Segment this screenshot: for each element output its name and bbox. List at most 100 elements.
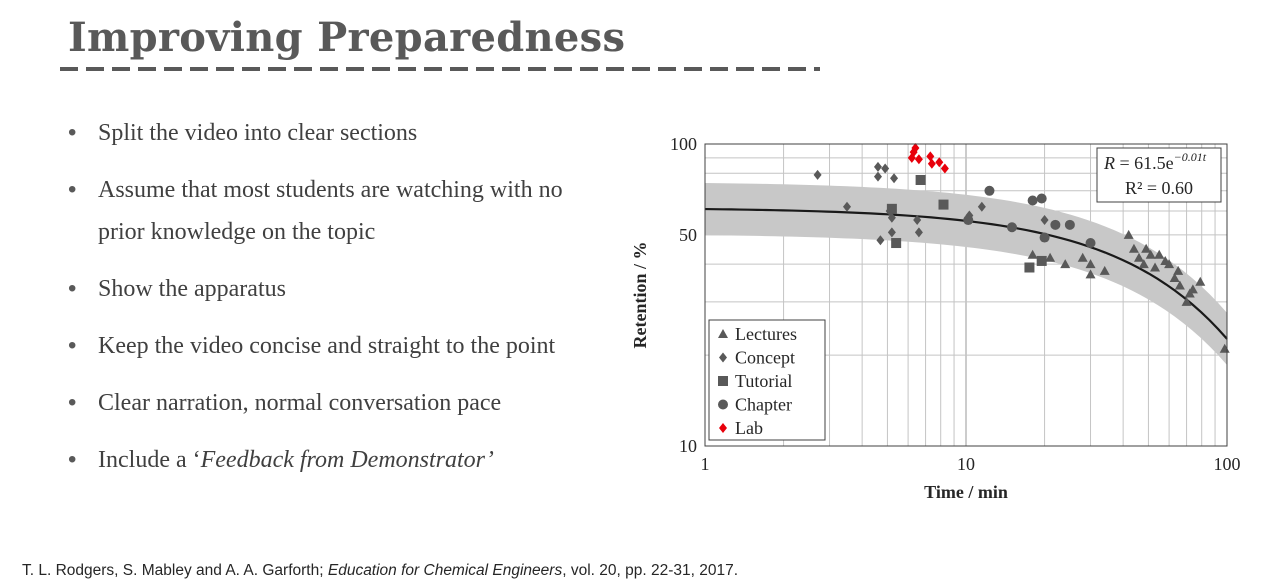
point-concept: [887, 212, 896, 223]
point-lectures: [1154, 249, 1165, 259]
bullet-list: Split the video into clear sections Assu…: [68, 112, 608, 496]
point-lectures: [1150, 262, 1161, 272]
bullet-item: Keep the video concise and straight to t…: [68, 325, 608, 367]
point-chapter: [1050, 219, 1061, 230]
x-tick-label: 10: [957, 454, 975, 474]
y-axis-label: Retention / %: [630, 242, 650, 349]
bullet-text: Split the video into clear sections: [98, 120, 418, 146]
legend-marker-concept: [719, 352, 727, 363]
point-lab: [935, 157, 944, 168]
point-tutorial: [938, 199, 949, 210]
point-lectures: [1060, 259, 1071, 269]
bullet-text: Clear narration, normal conversation pac…: [98, 390, 502, 416]
fit-r-squared: R² = 0.60: [1125, 178, 1193, 198]
point-lab: [911, 142, 920, 153]
legend-label: Tutorial: [735, 371, 792, 391]
confidence-band: [705, 182, 1227, 365]
citation: T. L. Rodgers, S. Mabley and A. A. Garfo…: [22, 562, 738, 580]
legend-frame: [708, 319, 826, 441]
point-lectures: [1099, 265, 1110, 275]
point-lectures: [1133, 252, 1144, 262]
fit-equation-exponent: −0.01t: [1174, 150, 1207, 164]
point-concept: [873, 161, 882, 172]
point-lectures: [1027, 249, 1038, 259]
point-chapter: [1006, 222, 1017, 233]
point-lectures: [1164, 259, 1175, 269]
y-tick-label: 10: [679, 436, 697, 456]
legend-label: Chapter: [735, 395, 792, 415]
legend-marker-tutorial: [718, 376, 728, 386]
bullet-text: Show the apparatus: [98, 276, 286, 302]
legend-marker-lab: [719, 423, 727, 433]
point-lectures: [1123, 229, 1134, 239]
point-lectures: [1174, 280, 1185, 290]
citation-details: , vol. 20, pp. 22-31, 2017.: [562, 562, 739, 579]
y-tick-label: 100: [670, 134, 697, 154]
point-lectures: [1138, 259, 1149, 269]
point-concept: [881, 163, 890, 174]
citation-authors: T. L. Rodgers, S. Mabley and A. A. Garfo…: [22, 562, 328, 579]
x-axis-label: Time / min: [924, 482, 1008, 502]
point-chapter: [1064, 219, 1075, 230]
bullet-emphasis: Feedback from Demonstrator’: [200, 447, 494, 473]
point-lab: [927, 158, 936, 169]
point-chapter: [963, 215, 974, 226]
point-tutorial: [1036, 255, 1047, 266]
legend-marker-lectures: [718, 329, 728, 338]
data-points: [813, 142, 1230, 353]
point-concept: [873, 171, 882, 182]
y-tick-label: 50: [679, 225, 697, 245]
point-concept: [977, 201, 986, 212]
point-concept: [890, 173, 899, 184]
point-chapter: [1036, 193, 1047, 204]
legend-label: Lab: [735, 418, 763, 438]
fit-equation-rhs: = 61.5e: [1115, 153, 1174, 173]
point-concept: [914, 227, 923, 238]
point-chapter: [1027, 195, 1038, 206]
plot-frame: [704, 143, 1228, 447]
point-lab: [914, 154, 923, 165]
bullet-item: Assume that most students are watching w…: [68, 169, 608, 253]
point-lectures: [1145, 249, 1156, 259]
point-lectures: [1181, 296, 1192, 306]
title-underline: [60, 67, 820, 71]
point-tutorial: [915, 174, 926, 185]
point-chapter: [984, 185, 995, 196]
legend-label: Concept: [735, 348, 795, 368]
x-tick-label: 100: [1214, 454, 1241, 474]
fit-equation: R = 61.5e−0.01t: [1103, 150, 1207, 173]
bullet-item: Clear narration, normal conversation pac…: [68, 382, 608, 424]
bullet-item: Include a ‘Feedback from Demonstrator’: [68, 439, 608, 481]
point-lectures: [1077, 252, 1088, 262]
fit-equation-lhs: R: [1103, 153, 1115, 173]
point-chapter: [1085, 238, 1096, 249]
legend-marker-chapter: [718, 399, 728, 410]
point-concept: [843, 201, 852, 212]
legend: Lectures Concept Tutorial Chapter Lab: [708, 319, 826, 441]
bullet-item: Show the apparatus: [68, 268, 608, 310]
point-lectures: [1195, 276, 1206, 286]
point-lectures: [1128, 243, 1139, 253]
citation-journal: Education for Chemical Engineers: [327, 562, 563, 579]
point-concept: [1040, 215, 1049, 226]
x-tick-label: 1: [701, 454, 710, 474]
point-lectures: [1085, 269, 1096, 279]
point-lectures: [1085, 259, 1096, 269]
fit-equation-frame: [1096, 147, 1222, 203]
point-tutorial: [1024, 262, 1035, 273]
bullet-item: Split the video into clear sections: [68, 112, 608, 154]
point-lab: [909, 147, 918, 158]
page-title: Improving Preparedness: [68, 14, 626, 61]
fit-equation-box: R = 61.5e−0.01t R² = 0.60: [1096, 147, 1222, 203]
bullet-text: Assume that most students are watching w…: [98, 177, 563, 245]
bullet-text: Include a ‘: [98, 447, 201, 473]
bullet-text: Keep the video concise and straight to t…: [98, 333, 556, 359]
point-lectures: [1173, 265, 1184, 275]
point-lectures: [1169, 272, 1180, 282]
point-chapter: [1039, 232, 1050, 243]
point-concept: [913, 215, 922, 226]
point-lectures: [1187, 284, 1198, 294]
point-lectures: [1045, 252, 1056, 262]
